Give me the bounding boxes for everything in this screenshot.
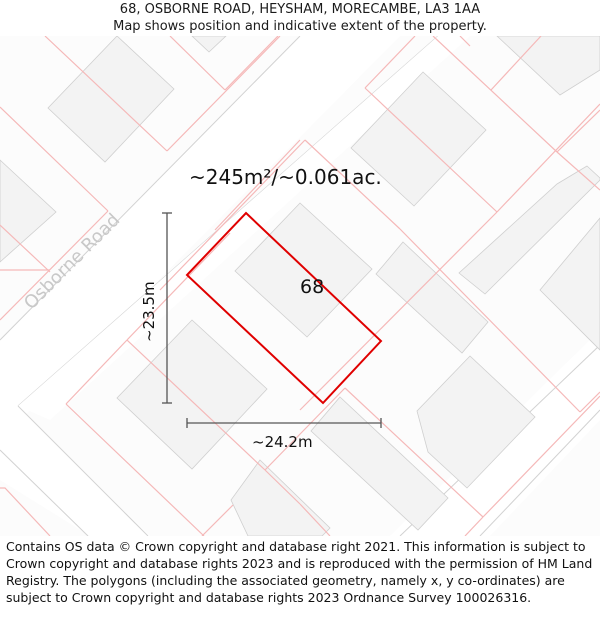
map-header: 68, OSBORNE ROAD, HEYSHAM, MORECAMBE, LA… [0,0,600,37]
copyright-notice: Contains OS data © Crown copyright and d… [6,539,593,605]
width-dimension-line [186,418,382,428]
map-subtitle: Map shows position and indicative extent… [113,19,487,34]
property-map[interactable]: ~245m²/~0.061ac. 68 Osborne Road ~23.5m … [0,36,600,536]
area-label: ~245m²/~0.061ac. [189,165,382,189]
height-dimension-label: ~23.5m [140,281,158,342]
property-boundary[interactable] [185,211,383,405]
height-dimension-line [162,212,172,404]
plot-number-label: 68 [300,276,325,298]
parcel-boundaries [0,36,600,536]
buildings [0,36,600,536]
road-osborne [0,36,470,440]
width-dimension-label: ~24.2m [252,433,313,451]
road-southwest [0,405,150,536]
property-address: 68, OSBORNE ROAD, HEYSHAM, MORECAMBE, LA… [119,2,481,17]
